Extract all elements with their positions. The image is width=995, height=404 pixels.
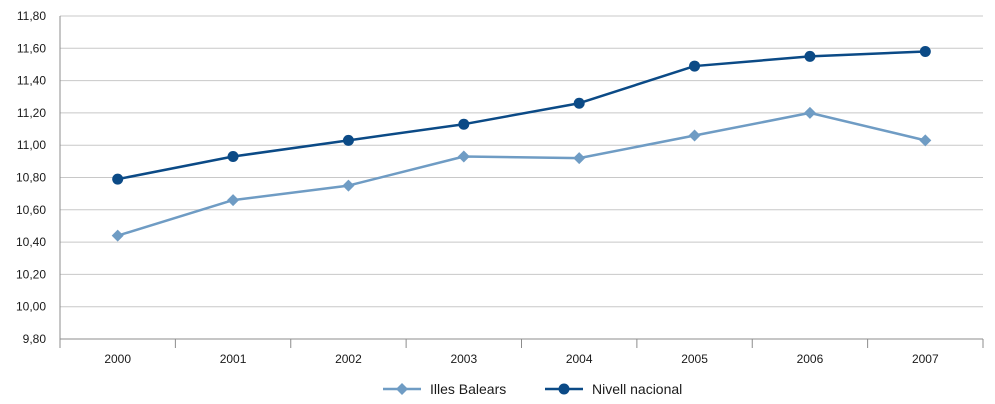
data-point (573, 97, 585, 109)
data-point (804, 50, 816, 62)
legend: Illes Balears Nivell nacional (383, 381, 682, 397)
legend-label: Nivell nacional (592, 381, 682, 397)
series-lines (111, 46, 932, 242)
data-point (227, 151, 239, 163)
data-point (342, 134, 354, 146)
y-tick-label: 10,00 (16, 300, 46, 314)
data-point (689, 60, 701, 72)
legend-item: Illes Balears (383, 381, 506, 397)
x-tick-label: 2000 (104, 352, 131, 366)
series-illes-balears (111, 106, 932, 242)
y-tick-label: 11,00 (17, 138, 46, 152)
x-tick-label: 2005 (681, 352, 708, 366)
x-tick-label: 2003 (450, 352, 477, 366)
y-axis-tick-labels: 9,80 10,00 10,20 10,40 10,60 10,80 11,00 11,20 1… (16, 9, 46, 346)
data-point (458, 118, 470, 130)
y-tick-label: 11,60 (17, 41, 46, 55)
x-tick-label: 2006 (797, 352, 824, 366)
data-point (227, 194, 240, 207)
y-tick-label: 11,40 (17, 74, 46, 88)
legend-label: Illes Balears (430, 381, 506, 397)
y-tick-label: 11,20 (17, 106, 46, 120)
data-point (919, 134, 932, 147)
gridlines (60, 15, 983, 308)
series-line (117, 111, 926, 237)
data-point (803, 106, 816, 119)
y-tick-label: 10,60 (16, 203, 46, 217)
y-tick-label: 11,80 (17, 9, 46, 23)
data-point (111, 229, 124, 242)
series-line (117, 50, 926, 181)
x-tick-label: 2002 (335, 352, 362, 366)
data-point (112, 173, 124, 185)
data-point (919, 46, 931, 58)
y-tick-label: 10,80 (16, 171, 46, 185)
legend-marker (396, 383, 408, 395)
axes (59, 16, 984, 348)
x-tick-label: 2004 (566, 352, 593, 366)
data-point (688, 129, 701, 142)
y-tick-label: 9,80 (23, 332, 47, 346)
x-tick-label: 2007 (912, 352, 939, 366)
x-axis-tick-labels: 2000 2001 2002 2003 2004 2005 2006 2007 (104, 352, 939, 366)
legend-marker (558, 383, 570, 395)
y-tick-label: 10,20 (16, 267, 46, 281)
x-tick-label: 2001 (220, 352, 247, 366)
data-point (342, 179, 355, 192)
legend-item: Nivell nacional (545, 381, 682, 397)
data-point (457, 150, 470, 163)
series-nivell-nacional (112, 46, 931, 185)
data-point (573, 152, 586, 165)
y-tick-label: 10,40 (16, 235, 46, 249)
